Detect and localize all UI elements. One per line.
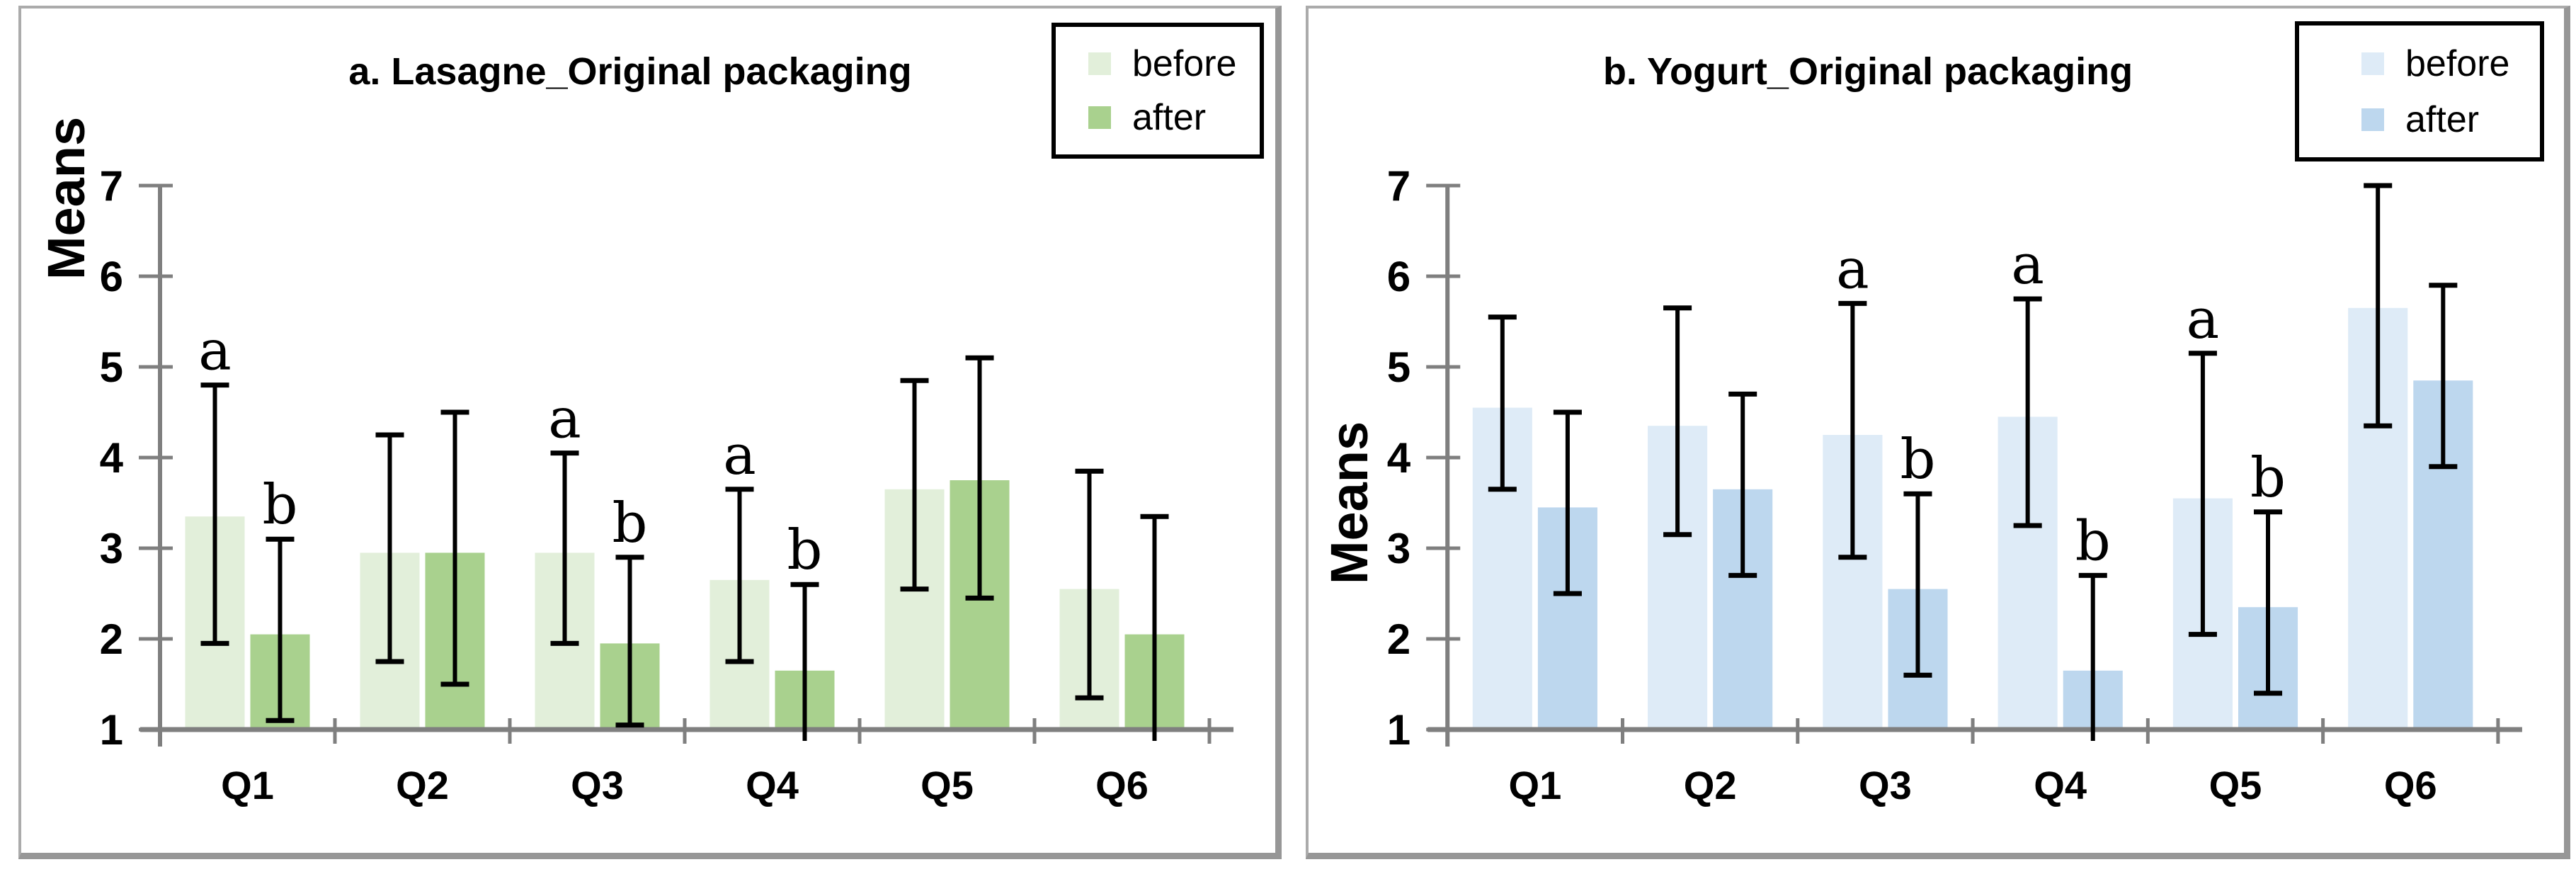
y-tick-label-5: 5 xyxy=(1387,344,1410,391)
error-bar-before-Q6 xyxy=(1075,468,1104,701)
yogurt-bar-plot: 1 2 3 4 5 6 7 Q1 Q2 a b Q3 a b Q4 a b Q5 Q6 xyxy=(1387,162,2522,807)
x-category-label-Q2: Q2 xyxy=(1684,763,1737,807)
error-bar-after-Q4 xyxy=(2078,572,2107,741)
x-category-label-Q5: Q5 xyxy=(921,763,974,807)
legend-item-before: before xyxy=(2361,45,2533,82)
y-tick-label-5: 5 xyxy=(100,344,123,391)
y-tick-label-1: 1 xyxy=(100,706,123,754)
legend-label-after: after xyxy=(1132,97,1207,138)
x-category-label-Q3: Q3 xyxy=(1859,763,1912,807)
error-bar-after-Q5 xyxy=(965,355,994,601)
error-bar-after-Q2 xyxy=(1728,391,1757,578)
y-tick-label-2: 2 xyxy=(1387,616,1410,663)
error-bar-after-Q2 xyxy=(440,409,469,687)
legend: before after xyxy=(2295,21,2544,161)
x-category-label-Q4: Q4 xyxy=(746,763,799,807)
yogurt-chart-panel: Means b. Yogurt_Original packaging befor… xyxy=(1306,6,2570,859)
sig-label-before-Q3: a xyxy=(548,387,581,451)
legend-item-after: after xyxy=(1088,99,1253,136)
legend-swatch-after-icon xyxy=(2361,108,2384,131)
sig-label-after-Q3: b xyxy=(612,492,648,555)
error-bar-before-Q5 xyxy=(900,378,929,592)
sig-label-after-Q4: b xyxy=(2075,509,2111,573)
error-bar-before-Q3 xyxy=(550,450,579,646)
x-category-label-Q1: Q1 xyxy=(1508,763,1561,807)
sig-label-before-Q1: a xyxy=(198,319,232,383)
error-bar-before-Q3 xyxy=(1838,300,1867,560)
error-bar-after-Q6 xyxy=(1140,514,1169,741)
sig-label-before-Q3: a xyxy=(1836,237,1869,301)
x-category-label-Q6: Q6 xyxy=(2384,763,2437,807)
error-bar-after-Q3 xyxy=(615,555,644,728)
sig-label-after-Q4: b xyxy=(787,518,823,582)
x-category-label-Q3: Q3 xyxy=(571,763,624,807)
error-bar-before-Q5 xyxy=(2188,351,2217,637)
y-tick-label-4: 4 xyxy=(1387,434,1411,482)
error-bar-after-Q3 xyxy=(1903,491,1932,678)
lasagne-chart-panel: Means a. Lasagne_Original packaging befo… xyxy=(18,6,1282,859)
y-tick-label-6: 6 xyxy=(100,253,123,300)
y-tick-label-7: 7 xyxy=(100,162,123,210)
error-bar-after-Q1 xyxy=(266,536,295,723)
error-bar-after-Q6 xyxy=(2429,283,2458,470)
chart-title: a. Lasagne_Original packaging xyxy=(348,50,912,93)
error-bar-before-Q4 xyxy=(725,487,754,664)
error-bar-before-Q6 xyxy=(2364,183,2393,429)
sig-label-after-Q1: b xyxy=(263,473,298,537)
legend-label-before: before xyxy=(2405,42,2510,84)
y-tick-label-3: 3 xyxy=(1387,525,1410,572)
y-tick-label-2: 2 xyxy=(100,616,123,663)
error-bar-after-Q1 xyxy=(1553,409,1582,596)
error-bar-before-Q2 xyxy=(375,432,404,664)
x-category-label-Q4: Q4 xyxy=(2034,763,2087,807)
sig-label-before-Q5: a xyxy=(2187,288,2220,351)
legend-label-after: after xyxy=(2405,98,2480,140)
sig-label-after-Q3: b xyxy=(1900,428,1935,492)
error-bar-after-Q5 xyxy=(2254,509,2283,696)
sig-label-before-Q4: a xyxy=(2011,233,2044,297)
y-tick-label-7: 7 xyxy=(1387,162,1410,210)
sig-label-before-Q4: a xyxy=(723,424,756,487)
x-category-label-Q6: Q6 xyxy=(1095,763,1149,807)
x-category-label-Q1: Q1 xyxy=(221,763,274,807)
error-bar-before-Q4 xyxy=(2013,296,2042,528)
legend-item-after: after xyxy=(2361,101,2533,138)
x-category-label-Q2: Q2 xyxy=(396,763,449,807)
legend-item-before: before xyxy=(1088,45,1253,82)
error-bar-before-Q2 xyxy=(1663,305,1692,538)
legend-swatch-after-icon xyxy=(1088,106,1111,129)
sig-label-after-Q5: b xyxy=(2250,446,2286,510)
error-bar-after-Q4 xyxy=(790,582,819,741)
y-tick-label-3: 3 xyxy=(100,525,123,572)
error-bar-before-Q1 xyxy=(1488,314,1517,492)
legend-label-before: before xyxy=(1132,43,1237,84)
legend: before after xyxy=(1052,23,1264,159)
error-bar-before-Q1 xyxy=(200,382,229,646)
y-tick-label-4: 4 xyxy=(100,434,124,482)
y-tick-label-1: 1 xyxy=(1387,706,1410,754)
legend-swatch-before-icon xyxy=(1088,52,1111,75)
chart-title: b. Yogurt_Original packaging xyxy=(1602,50,2133,93)
x-category-label-Q5: Q5 xyxy=(2209,763,2262,807)
legend-swatch-before-icon xyxy=(2361,52,2384,75)
y-tick-label-6: 6 xyxy=(1387,253,1410,300)
